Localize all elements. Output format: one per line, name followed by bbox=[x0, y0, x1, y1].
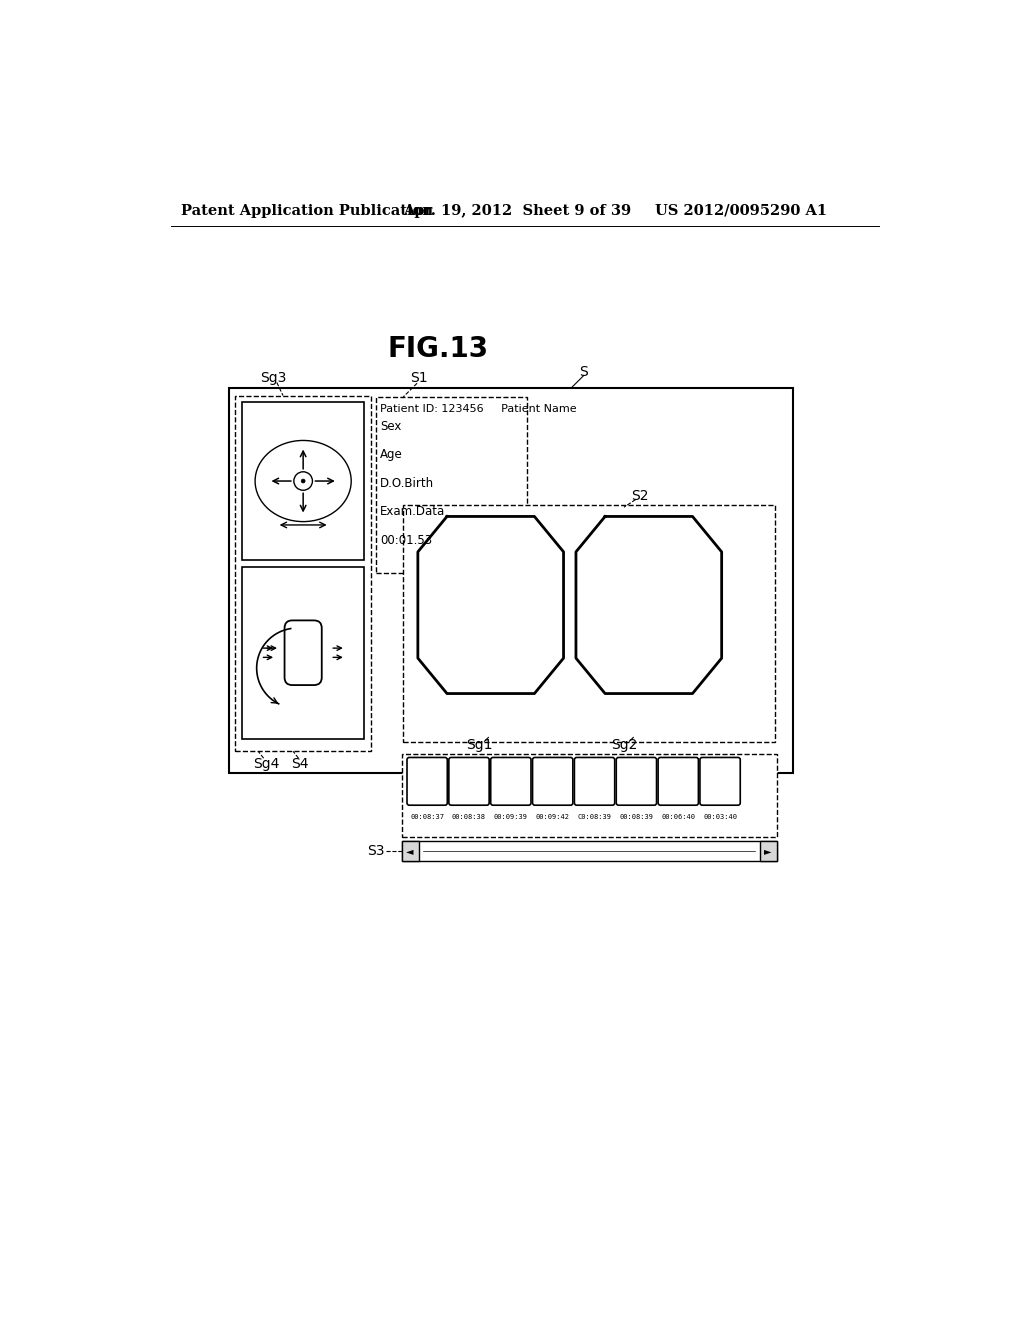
Text: Patent Application Publication: Patent Application Publication bbox=[180, 203, 433, 218]
Text: FIG.13: FIG.13 bbox=[387, 335, 488, 363]
FancyBboxPatch shape bbox=[658, 758, 698, 805]
Text: ►: ► bbox=[764, 846, 772, 855]
Text: Sg1: Sg1 bbox=[466, 738, 493, 752]
FancyBboxPatch shape bbox=[490, 758, 531, 805]
Text: Sex: Sex bbox=[380, 420, 401, 433]
Circle shape bbox=[294, 471, 312, 490]
Text: S3: S3 bbox=[367, 843, 385, 858]
Text: 00:09:39: 00:09:39 bbox=[494, 813, 527, 820]
Text: 00:08:38: 00:08:38 bbox=[452, 813, 486, 820]
Bar bbox=[401, 841, 419, 861]
FancyBboxPatch shape bbox=[700, 758, 740, 805]
Text: 00:01.53: 00:01.53 bbox=[380, 533, 432, 546]
FancyBboxPatch shape bbox=[574, 758, 614, 805]
Text: S4: S4 bbox=[291, 756, 309, 771]
Bar bbox=[242, 401, 365, 561]
Bar bbox=[242, 566, 365, 739]
Text: Age: Age bbox=[380, 449, 402, 462]
Text: ◄: ◄ bbox=[407, 846, 414, 855]
Bar bbox=[401, 754, 776, 837]
Text: 00:06:40: 00:06:40 bbox=[662, 813, 695, 820]
Text: S1: S1 bbox=[410, 371, 427, 385]
Text: 00:09:42: 00:09:42 bbox=[536, 813, 569, 820]
Bar bbox=[228, 388, 793, 774]
Text: Sg2: Sg2 bbox=[610, 738, 637, 752]
Text: D.O.Birth: D.O.Birth bbox=[380, 477, 434, 490]
Text: US 2012/0095290 A1: US 2012/0095290 A1 bbox=[655, 203, 827, 218]
Bar bbox=[401, 841, 776, 861]
Text: S: S bbox=[580, 366, 588, 379]
Circle shape bbox=[301, 479, 305, 483]
Bar bbox=[376, 397, 527, 573]
Ellipse shape bbox=[255, 441, 351, 521]
Text: 00:03:40: 00:03:40 bbox=[703, 813, 737, 820]
FancyBboxPatch shape bbox=[407, 758, 447, 805]
Text: 00:08:39: 00:08:39 bbox=[620, 813, 653, 820]
Text: 00:08:37: 00:08:37 bbox=[411, 813, 444, 820]
Text: Sg3: Sg3 bbox=[260, 371, 286, 385]
Bar bbox=[760, 841, 776, 861]
FancyBboxPatch shape bbox=[532, 758, 572, 805]
Text: Sg4: Sg4 bbox=[253, 756, 280, 771]
FancyBboxPatch shape bbox=[449, 758, 489, 805]
Bar bbox=[403, 506, 775, 742]
FancyBboxPatch shape bbox=[616, 758, 656, 805]
FancyBboxPatch shape bbox=[285, 620, 322, 685]
Text: Apr. 19, 2012  Sheet 9 of 39: Apr. 19, 2012 Sheet 9 of 39 bbox=[403, 203, 631, 218]
Text: Patient ID: 123456     Patient Name: Patient ID: 123456 Patient Name bbox=[380, 404, 577, 413]
Text: S2: S2 bbox=[631, 488, 648, 503]
Text: C0:08:39: C0:08:39 bbox=[578, 813, 611, 820]
Bar bbox=[234, 396, 372, 751]
Text: Exam.Data: Exam.Data bbox=[380, 506, 445, 519]
